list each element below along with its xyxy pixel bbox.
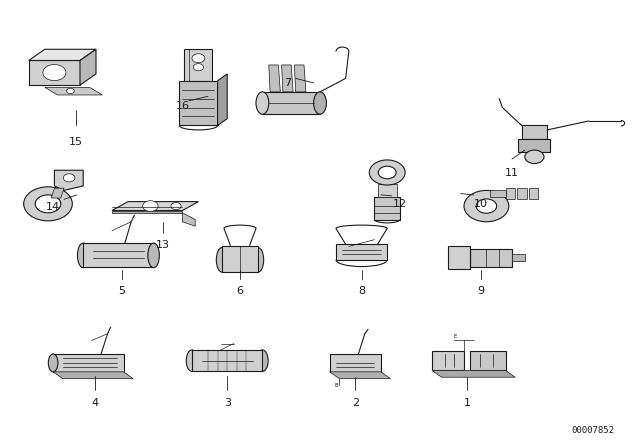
Text: 6: 6 — [237, 286, 243, 296]
Polygon shape — [53, 354, 124, 372]
Ellipse shape — [314, 92, 326, 114]
Text: 12: 12 — [393, 199, 407, 209]
Polygon shape — [432, 370, 515, 377]
Polygon shape — [192, 350, 262, 371]
Polygon shape — [518, 139, 550, 152]
Circle shape — [143, 201, 158, 211]
Circle shape — [63, 174, 75, 182]
Polygon shape — [330, 372, 390, 379]
Polygon shape — [282, 65, 293, 92]
Ellipse shape — [148, 243, 159, 268]
Text: 14: 14 — [45, 202, 60, 212]
Circle shape — [35, 195, 61, 213]
Polygon shape — [490, 190, 506, 197]
Text: B: B — [334, 383, 338, 388]
Polygon shape — [53, 372, 133, 379]
Polygon shape — [517, 188, 527, 199]
Circle shape — [67, 88, 74, 94]
Text: 2: 2 — [351, 398, 359, 408]
Text: 7: 7 — [284, 78, 292, 88]
Polygon shape — [378, 184, 397, 197]
Ellipse shape — [216, 247, 228, 272]
Text: 8: 8 — [358, 286, 365, 296]
Text: 5: 5 — [118, 286, 125, 296]
Polygon shape — [470, 351, 506, 370]
Text: E: E — [454, 334, 458, 339]
Polygon shape — [330, 354, 381, 372]
Text: 13: 13 — [156, 240, 170, 250]
Polygon shape — [470, 249, 512, 267]
Text: 16: 16 — [175, 101, 189, 111]
Polygon shape — [522, 125, 547, 139]
Ellipse shape — [77, 243, 89, 268]
Polygon shape — [54, 170, 83, 190]
Circle shape — [378, 166, 396, 179]
Polygon shape — [83, 243, 154, 267]
Polygon shape — [269, 65, 280, 92]
Polygon shape — [294, 65, 306, 92]
Polygon shape — [179, 81, 218, 125]
Polygon shape — [29, 49, 96, 60]
Text: 15: 15 — [68, 137, 83, 146]
Text: 11: 11 — [505, 168, 519, 178]
Circle shape — [43, 65, 66, 81]
Polygon shape — [529, 188, 538, 199]
Polygon shape — [182, 213, 195, 226]
Circle shape — [464, 190, 509, 222]
Polygon shape — [29, 60, 80, 85]
Polygon shape — [448, 246, 470, 269]
Polygon shape — [506, 188, 515, 199]
Circle shape — [193, 64, 204, 71]
Text: 00007852: 00007852 — [572, 426, 614, 435]
Polygon shape — [262, 92, 320, 114]
Text: 4: 4 — [91, 398, 99, 408]
Polygon shape — [80, 49, 96, 85]
Polygon shape — [184, 49, 212, 81]
Ellipse shape — [252, 247, 264, 272]
Polygon shape — [512, 254, 525, 261]
Text: 3: 3 — [224, 398, 230, 408]
Ellipse shape — [256, 92, 269, 114]
Polygon shape — [222, 246, 258, 272]
Polygon shape — [218, 74, 227, 125]
Polygon shape — [112, 202, 198, 211]
Circle shape — [24, 187, 72, 221]
Circle shape — [369, 160, 405, 185]
Ellipse shape — [257, 350, 268, 371]
Polygon shape — [45, 87, 102, 95]
Polygon shape — [374, 197, 400, 220]
Polygon shape — [112, 211, 182, 213]
Circle shape — [476, 199, 497, 213]
Ellipse shape — [49, 354, 58, 372]
Circle shape — [171, 202, 181, 210]
Polygon shape — [432, 351, 464, 370]
Text: 10: 10 — [474, 199, 488, 209]
Text: 1: 1 — [464, 398, 470, 408]
Ellipse shape — [186, 350, 198, 371]
Text: 9: 9 — [477, 286, 485, 296]
Polygon shape — [51, 188, 64, 198]
Polygon shape — [336, 244, 387, 260]
Circle shape — [192, 54, 205, 63]
Circle shape — [525, 150, 544, 164]
